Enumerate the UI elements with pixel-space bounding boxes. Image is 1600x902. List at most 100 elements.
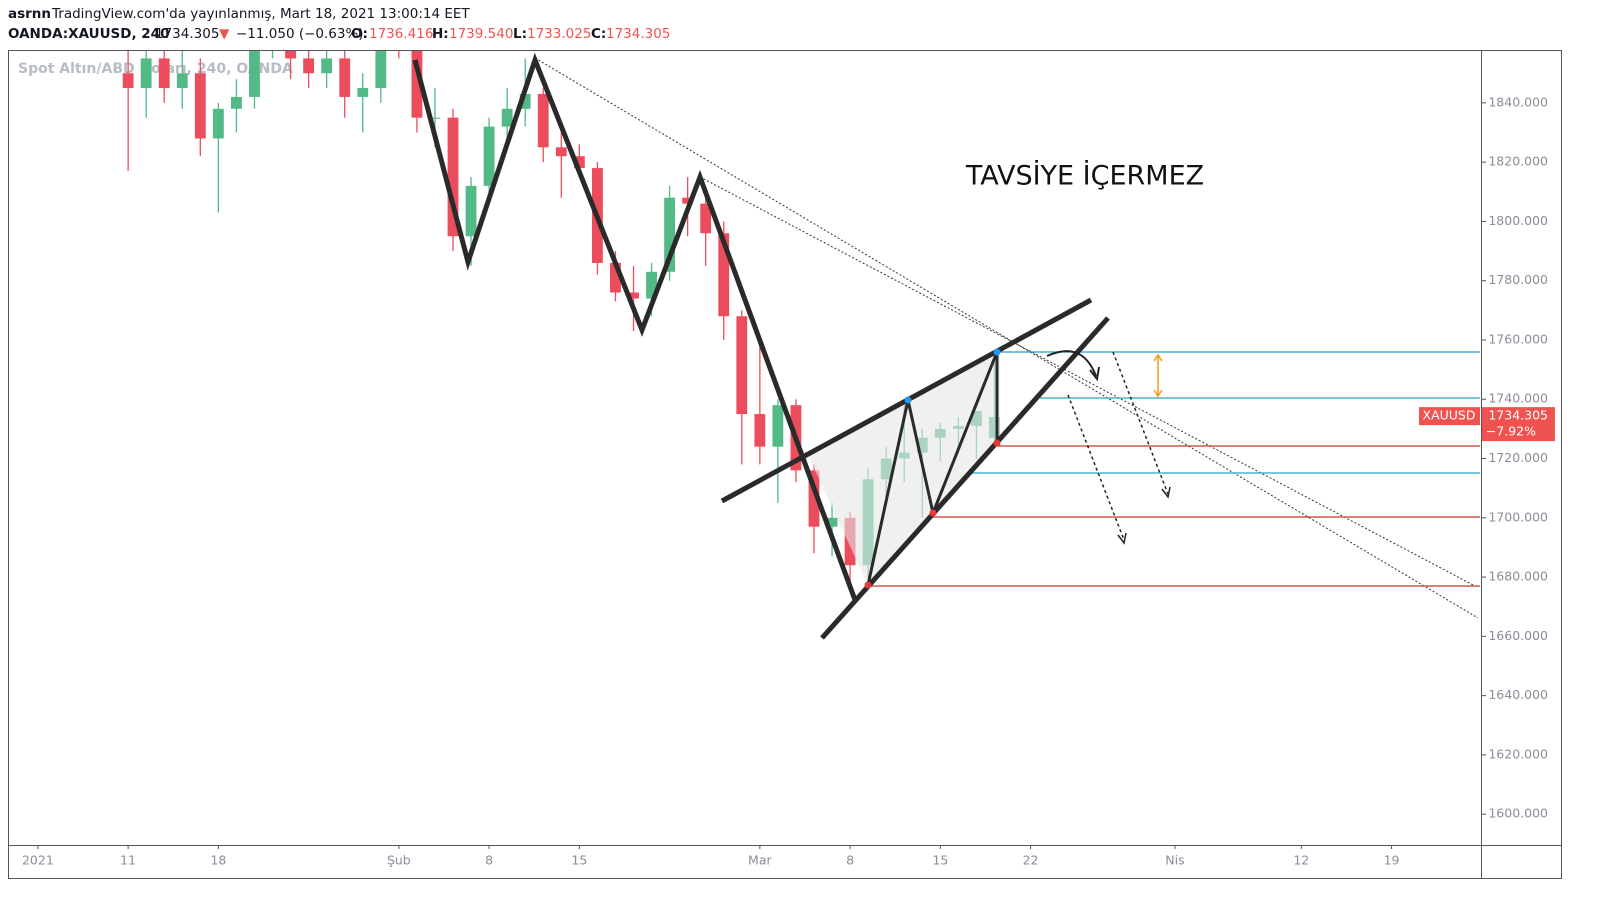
h-label: H: — [432, 26, 449, 42]
y-tick-label: 1640.000 — [1488, 687, 1548, 702]
candle-body — [339, 58, 351, 97]
candle-body — [447, 117, 459, 237]
candle-body — [411, 51, 423, 118]
arrow-head — [1117, 532, 1127, 545]
candle-body — [519, 93, 531, 109]
x-tick-label: 8 — [846, 853, 854, 868]
pivot — [904, 396, 912, 404]
candle-body — [772, 405, 784, 447]
last-price-tag — [1482, 407, 1555, 442]
candle-body — [176, 73, 188, 89]
o-label: O: — [351, 26, 368, 42]
l-label: L: — [513, 26, 527, 42]
candle-body — [573, 156, 585, 169]
candle-body — [212, 108, 224, 139]
candle-body — [537, 93, 549, 148]
y-tick-label: 1740.000 — [1488, 391, 1548, 406]
candle-body — [158, 58, 170, 89]
pivot — [929, 509, 937, 517]
drawings — [412, 52, 1480, 640]
y-tick-label: 1700.000 — [1488, 509, 1548, 524]
last-price-change: −7.92% — [1486, 424, 1536, 439]
candle-body — [646, 271, 657, 299]
x-tick-label: 18 — [210, 853, 226, 868]
arrow-head — [1153, 353, 1163, 398]
change: −11.050 (−0.63%) — [236, 26, 364, 42]
y-tick-label: 1680.000 — [1488, 569, 1548, 584]
candles — [122, 51, 1000, 589]
candle-body — [321, 58, 333, 74]
annotation: TAVSİYE İÇERMEZ — [965, 160, 1204, 192]
candle-body — [122, 73, 134, 89]
candle-body — [501, 108, 513, 127]
price: 1734.305 — [155, 26, 219, 42]
candle-body — [808, 470, 820, 527]
candle-body — [664, 197, 676, 272]
x-tick-label: 12 — [1293, 853, 1309, 868]
x-tick-label: Mar — [748, 853, 772, 868]
last-price-value: 1734.305 — [1488, 408, 1548, 423]
last-price-symbol-tag — [1419, 407, 1480, 426]
x-tick-label: 11 — [120, 853, 136, 868]
author: asrnn — [8, 6, 51, 22]
y-tick-label: 1760.000 — [1488, 331, 1548, 346]
l-value: 1733.025 — [527, 26, 591, 42]
x-tick-label: 15 — [932, 853, 948, 868]
pivot — [993, 348, 1001, 356]
y-tick-label: 1720.000 — [1488, 450, 1548, 465]
candle-body — [736, 316, 748, 415]
x-tick-label: Şub — [387, 853, 411, 868]
y-tick-label: 1840.000 — [1488, 94, 1548, 109]
x-tick-label: 19 — [1384, 853, 1400, 868]
candle-body — [826, 517, 838, 527]
c-label: C: — [591, 26, 606, 42]
x-tick-label: 22 — [1023, 853, 1039, 868]
trend-line — [534, 57, 1479, 619]
candle-body — [285, 51, 296, 59]
dotted-arrow — [1067, 394, 1125, 541]
candle-body — [555, 147, 567, 157]
c-value: 1734.305 — [606, 26, 670, 42]
candle-body — [375, 51, 387, 89]
candle-body — [700, 203, 712, 234]
arrow-head — [1161, 486, 1171, 499]
x-tick-label: Nis — [1165, 853, 1184, 868]
zigzag — [412, 52, 858, 601]
candle-body — [483, 126, 495, 186]
candle-body — [754, 414, 766, 447]
y-tick-label: 1620.000 — [1488, 746, 1548, 761]
symbol: OANDA:XAUUSD, 240 — [8, 26, 169, 42]
dotted-arrow — [1112, 351, 1169, 495]
x-tick-label: 15 — [571, 853, 587, 868]
y-tick-label: 1600.000 — [1488, 806, 1548, 821]
candle-body — [249, 51, 260, 97]
candle-body — [303, 58, 315, 74]
wedge-fill — [808, 350, 1000, 585]
x-tick-label: 8 — [485, 853, 493, 868]
curved-arrow — [1046, 350, 1097, 377]
o-value: 1736.416 — [369, 26, 433, 42]
candle-body — [231, 96, 242, 109]
pivot — [993, 439, 1001, 447]
candle-body — [140, 58, 152, 89]
watermark: Spot Altın/ABD Doları, 240, OANDA — [18, 61, 293, 77]
candle-body — [682, 197, 694, 204]
frame — [8, 50, 1562, 879]
candle-body — [194, 73, 206, 139]
last-price-symbol: XAUUSD — [1423, 408, 1476, 423]
y-tick-label: 1780.000 — [1488, 272, 1548, 287]
y-tick-label: 1820.000 — [1488, 154, 1548, 169]
y-tick-label: 1660.000 — [1488, 628, 1548, 643]
pivot — [864, 581, 872, 589]
published: TradingView.com'da yayınlanmış, Mart 18,… — [51, 6, 470, 22]
candle-body — [628, 292, 639, 299]
candle-body — [610, 262, 621, 293]
candle-body — [429, 117, 441, 119]
h-value: 1739.540 — [449, 26, 513, 42]
y-tick-label: 1800.000 — [1488, 213, 1548, 228]
arrow-head — [1089, 366, 1100, 382]
candle-body — [357, 88, 369, 97]
candle-body — [465, 185, 477, 237]
